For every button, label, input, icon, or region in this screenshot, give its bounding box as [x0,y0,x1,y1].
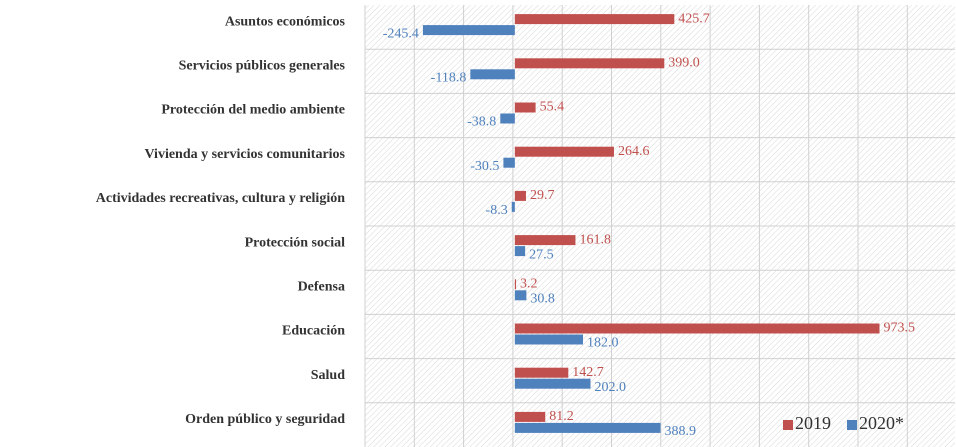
data-label: 202.0 [595,380,627,395]
category-label: Asuntos económicos [225,14,346,29]
bar [514,235,576,246]
data-label: -8.3 [486,203,508,218]
category-label: Actividades recreativas, cultura y relig… [96,191,345,206]
data-label: 27.5 [529,247,554,262]
category-label: Servicios públicos generales [179,59,346,74]
bar [514,290,527,301]
category-label: Protección social [245,235,346,250]
bar [500,113,515,124]
bar [503,157,515,168]
legend-swatch [847,420,857,430]
data-label: 29.7 [530,188,555,203]
bar [422,25,515,36]
data-label: 182.0 [587,336,619,351]
data-label: 973.5 [884,321,916,336]
bar [514,279,517,290]
bar [514,58,665,69]
category-label: Educación [282,324,345,339]
category-label: Protección del medio ambiente [161,103,345,118]
bar [514,146,614,157]
data-label: 81.2 [549,409,574,424]
category-label: Salud [311,368,345,383]
data-label: 55.4 [540,100,565,115]
grid [364,5,955,447]
bar [514,246,526,257]
category-label: Defensa [298,280,345,295]
data-label: -38.8 [467,115,496,130]
data-label: 142.7 [572,365,604,380]
bar [514,422,661,433]
data-label: 425.7 [678,11,710,26]
legend-label: 2019 [795,413,831,433]
bar [514,411,546,422]
category-label: Orden público y seguridad [185,412,345,427]
data-label: -118.8 [431,71,467,86]
bar [514,334,584,345]
bar [514,323,880,334]
category-label: Vivienda y servicios comunitarios [144,147,345,162]
bar [514,367,569,378]
data-label: -245.4 [383,26,419,41]
bar [470,69,515,80]
data-label: 399.0 [668,56,700,71]
data-label: 264.6 [618,144,650,159]
bar [514,190,526,201]
data-label: 3.2 [520,277,538,292]
legend-label: 2020* [859,413,904,433]
data-label: -30.5 [470,159,499,174]
data-label: 30.8 [530,292,555,307]
data-label: 161.8 [579,232,611,247]
bar [511,201,515,212]
bar [514,102,536,113]
bar [514,14,675,25]
legend-swatch [783,420,793,430]
data-label: 388.9 [665,424,697,439]
bar [514,378,591,389]
